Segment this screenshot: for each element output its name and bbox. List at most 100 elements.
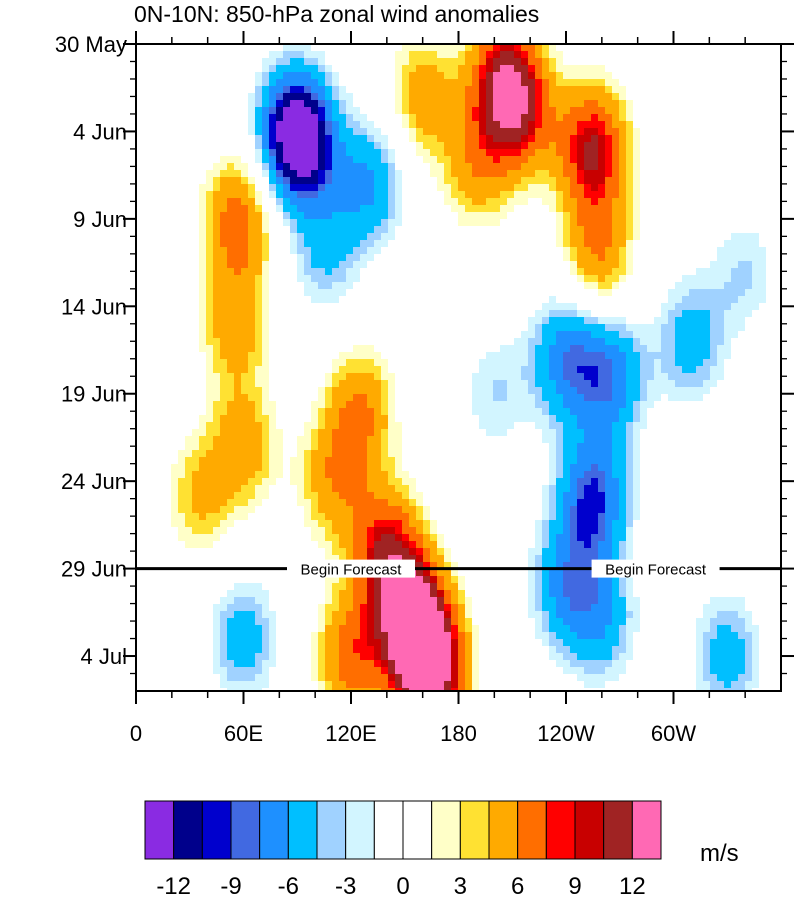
field-cell: [213, 373, 221, 381]
field-cell: [444, 184, 452, 192]
field-cell: [773, 142, 781, 150]
field-cell: [570, 163, 578, 171]
field-cell: [332, 401, 340, 409]
field-cell: [724, 275, 732, 283]
field-cell: [668, 184, 676, 192]
field-cell: [304, 345, 312, 353]
field-cell: [570, 394, 578, 402]
field-cell: [682, 387, 690, 395]
field-cell: [668, 170, 676, 178]
field-cell: [374, 128, 382, 136]
field-cell: [353, 282, 361, 290]
field-cell: [542, 324, 550, 332]
field-cell: [199, 86, 207, 94]
field-cell: [311, 394, 319, 402]
field-cell: [451, 296, 459, 304]
field-cell: [549, 394, 557, 402]
field-cell: [374, 303, 382, 311]
field-cell: [577, 226, 585, 234]
field-cell: [213, 338, 221, 346]
field-cell: [661, 268, 669, 276]
field-cell: [465, 226, 473, 234]
field-cell: [514, 191, 522, 199]
field-cell: [444, 86, 452, 94]
field-cell: [346, 387, 354, 395]
field-cell: [584, 114, 592, 122]
field-cell: [276, 156, 284, 164]
field-cell: [500, 268, 508, 276]
field-cell: [185, 72, 193, 80]
field-cell: [556, 142, 564, 150]
field-cell: [388, 79, 396, 87]
field-cell: [584, 401, 592, 409]
field-cell: [402, 205, 410, 213]
field-cell: [626, 317, 634, 325]
field-cell: [192, 387, 200, 395]
field-cell: [262, 282, 270, 290]
field-cell: [766, 387, 774, 395]
field-cell: [388, 359, 396, 367]
field-cell: [556, 51, 564, 59]
field-cell: [535, 135, 543, 143]
field-cell: [171, 254, 179, 262]
field-cell: [703, 163, 711, 171]
field-cell: [136, 93, 144, 101]
field-cell: [584, 338, 592, 346]
field-cell: [416, 184, 424, 192]
field-cell: [521, 359, 529, 367]
field-cell: [752, 93, 760, 101]
field-cell: [192, 338, 200, 346]
field-cell: [570, 366, 578, 374]
field-cell: [381, 72, 389, 80]
field-cell: [395, 373, 403, 381]
field-cell: [185, 135, 193, 143]
field-cell: [591, 65, 599, 73]
field-cell: [185, 191, 193, 199]
field-cell: [143, 233, 151, 241]
field-cell: [612, 233, 620, 241]
field-cell: [675, 387, 683, 395]
field-cell: [262, 268, 270, 276]
field-cell: [479, 121, 487, 129]
field-cell: [178, 93, 186, 101]
field-cell: [493, 345, 501, 353]
field-cell: [689, 79, 697, 87]
field-cell: [248, 93, 256, 101]
field-cell: [409, 177, 417, 185]
field-cell: [234, 408, 242, 416]
field-cell: [171, 170, 179, 178]
field-cell: [409, 352, 417, 360]
field-cell: [479, 247, 487, 255]
field-cell: [465, 331, 473, 339]
field-cell: [710, 100, 718, 108]
field-cell: [276, 380, 284, 388]
field-cell: [423, 135, 431, 143]
field-cell: [668, 114, 676, 122]
field-cell: [339, 268, 347, 276]
field-cell: [353, 205, 361, 213]
field-cell: [598, 268, 606, 276]
field-cell: [514, 93, 522, 101]
field-cell: [710, 177, 718, 185]
field-cell: [262, 191, 270, 199]
field-cell: [654, 387, 662, 395]
field-cell: [381, 408, 389, 416]
field-cell: [612, 289, 620, 297]
field-cell: [766, 352, 774, 360]
field-cell: [738, 58, 746, 66]
field-cell: [402, 247, 410, 255]
field-cell: [353, 289, 361, 297]
field-cell: [297, 303, 305, 311]
field-cell: [311, 380, 319, 388]
field-cell: [367, 394, 375, 402]
field-cell: [682, 107, 690, 115]
field-cell: [605, 345, 613, 353]
field-cell: [136, 177, 144, 185]
field-cell: [731, 226, 739, 234]
field-cell: [479, 352, 487, 360]
field-cell: [220, 373, 228, 381]
anomaly-field: [136, 44, 781, 691]
field-cell: [731, 163, 739, 171]
field-cell: [423, 366, 431, 374]
field-cell: [710, 44, 718, 52]
